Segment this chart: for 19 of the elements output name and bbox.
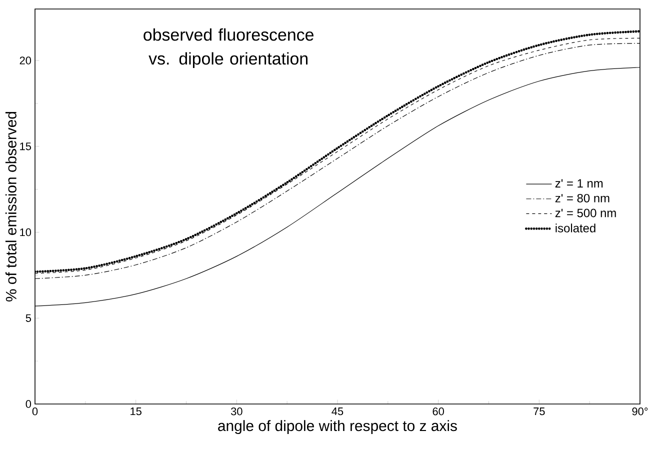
- x-tick-label: 0: [32, 408, 38, 416]
- legend-label: isolated: [556, 224, 596, 232]
- x-tick-label: 75: [534, 408, 545, 416]
- y-tick-label: 5: [26, 314, 32, 322]
- x-tick-label: 90°: [632, 408, 648, 416]
- y-tick-label: 20: [20, 56, 32, 64]
- x-tick-label: 45: [332, 408, 344, 416]
- y-tick-label: 10: [20, 228, 32, 236]
- y-axis-title: % of total emission observed: [5, 112, 16, 302]
- y-tick-label: 0: [26, 400, 32, 408]
- x-tick-label: 15: [130, 408, 142, 416]
- x-tick-label: 60: [432, 408, 444, 416]
- legend-label: z' = 80 nm: [555, 194, 610, 202]
- text: observed fluorescence vs. dipole orientation: [144, 28, 314, 68]
- x-axis-title: angle of dipole with respect to z axis: [218, 420, 457, 434]
- x-tick-label: 30: [230, 408, 242, 416]
- legend-label: z' = 1 nm: [555, 179, 603, 188]
- legend-label: z' = 500 nm: [555, 208, 616, 218]
- y-tick-label: 15: [20, 142, 32, 150]
